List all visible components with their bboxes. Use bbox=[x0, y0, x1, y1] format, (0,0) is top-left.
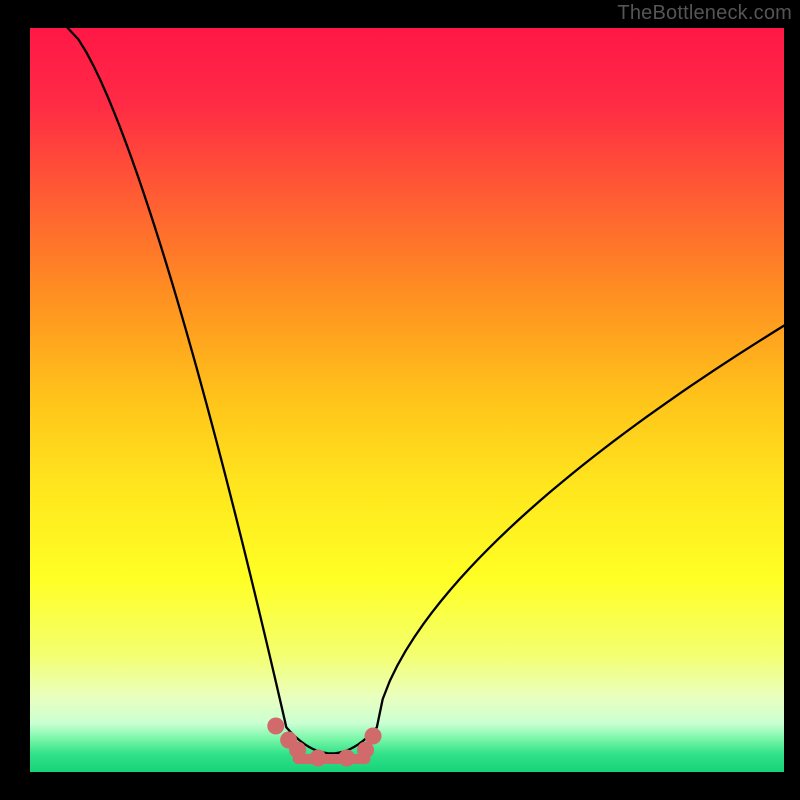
bottleneck-chart bbox=[0, 0, 800, 800]
valley-marker-dot bbox=[365, 728, 382, 745]
valley-marker-dot bbox=[289, 742, 306, 759]
valley-marker-dot bbox=[338, 750, 355, 767]
valley-marker-dot bbox=[310, 750, 327, 767]
watermark-text: TheBottleneck.com bbox=[617, 2, 792, 25]
valley-marker-dot bbox=[267, 718, 284, 735]
